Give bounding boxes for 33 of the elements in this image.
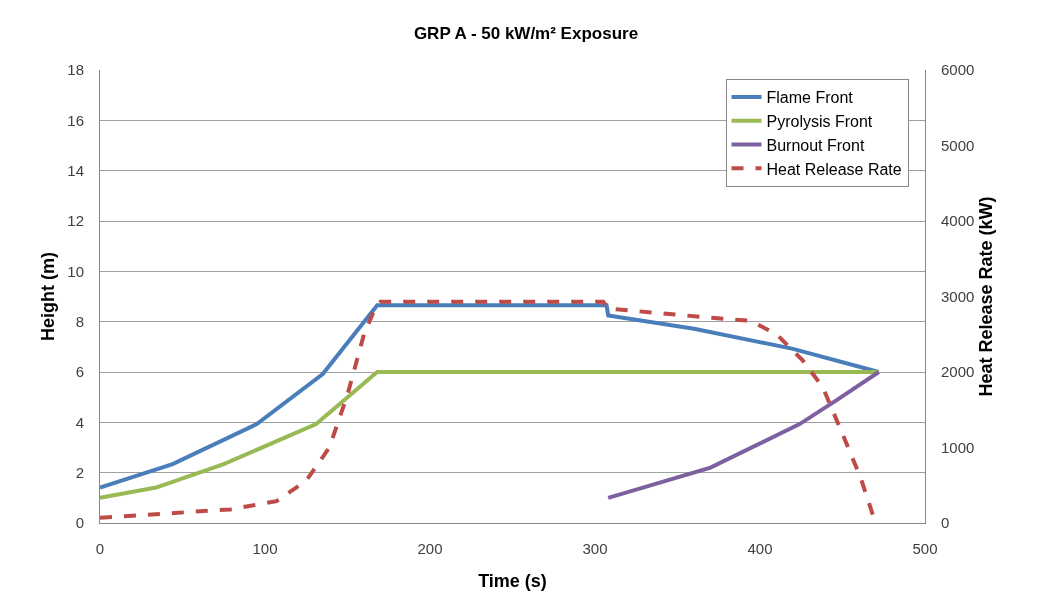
line-series bbox=[606, 370, 881, 500]
x-tick-label: 400 bbox=[747, 540, 773, 557]
x-tick-label: 0 bbox=[95, 540, 105, 557]
legend-label: Heat Release Rate bbox=[766, 160, 902, 178]
y-tick-label: 8 bbox=[75, 312, 84, 330]
legend-label: Pyrolysis Front bbox=[766, 113, 873, 130]
y-tick-label: 0 bbox=[75, 514, 84, 532]
y2-axis-title: Heat Release Rate (kW) bbox=[976, 196, 997, 397]
y2-tick-label: 2000 bbox=[941, 363, 975, 381]
x-axis-title: Time (s) bbox=[478, 571, 547, 591]
y2-tick-label: 4000 bbox=[941, 212, 975, 230]
y-tick-label: 18 bbox=[67, 61, 84, 79]
legend-label: Burnout Front bbox=[766, 136, 865, 154]
x-tick-label: 500 bbox=[912, 540, 938, 557]
y-tick-label: 16 bbox=[67, 111, 84, 129]
line-series bbox=[100, 370, 881, 500]
y-tick-label: 14 bbox=[67, 161, 84, 179]
y2-tick-label: 3000 bbox=[941, 287, 975, 305]
y2-tick-label: 5000 bbox=[941, 136, 975, 154]
y-tick-label: 4 bbox=[75, 413, 84, 431]
chart-title: GRP A - 50 kW/m² Exposure bbox=[413, 24, 639, 44]
y-tick-label: 10 bbox=[67, 262, 84, 280]
y-tick-label: 12 bbox=[67, 212, 84, 230]
y2-tick-label: 1000 bbox=[941, 438, 975, 456]
y2-tick-label: 6000 bbox=[941, 61, 975, 79]
x-tick-label: 300 bbox=[582, 540, 608, 557]
y2-tick-label: 0 bbox=[941, 514, 950, 532]
y-tick-label: 2 bbox=[75, 463, 84, 481]
y-axis-title: Height (m) bbox=[38, 252, 58, 341]
legend-label: Flame Front bbox=[766, 89, 854, 107]
x-tick-label: 100 bbox=[252, 540, 278, 557]
y-tick-label: 6 bbox=[75, 363, 84, 381]
x-tick-label: 200 bbox=[417, 540, 443, 557]
